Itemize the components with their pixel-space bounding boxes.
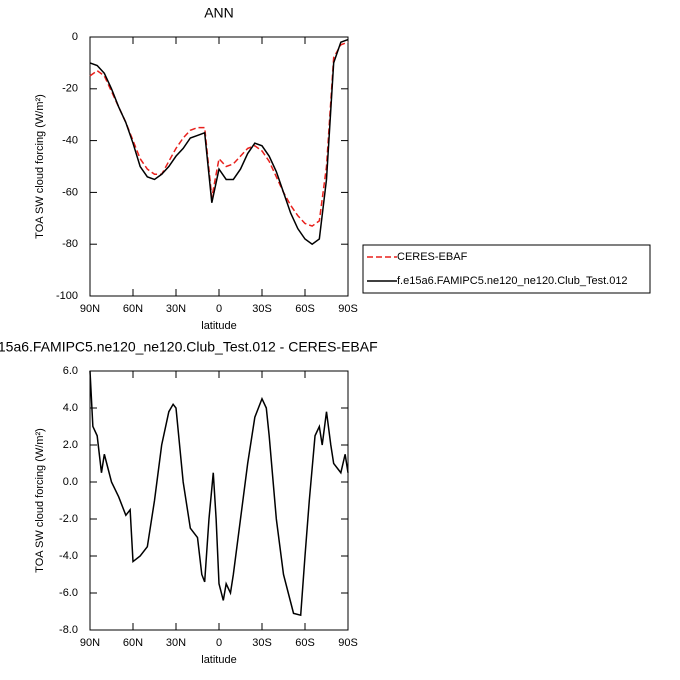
y-tick-label: -8.0 [59, 624, 78, 636]
x-tick-label: 0 [216, 303, 222, 315]
x-tick-label: 30N [166, 637, 186, 649]
legend-box [362, 244, 651, 294]
x-tick-label: 60N [123, 303, 143, 315]
y-tick-label: -6.0 [59, 587, 78, 599]
x-tick-label: 60S [295, 637, 315, 649]
x-tick-label: 90S [338, 303, 358, 315]
x-tick-label: 30N [166, 303, 186, 315]
y-tick-label: -40 [62, 135, 78, 147]
y-axis-label: TOA SW cloud forcing (W/m²) [34, 428, 46, 573]
x-axis-label: latitude [201, 654, 236, 666]
x-tick-label: 30S [252, 637, 272, 649]
x-tick-label: 90N [80, 303, 100, 315]
data-line [89, 38, 349, 246]
y-tick-label: -80 [62, 238, 78, 250]
y-tick-label: 0 [72, 31, 78, 43]
x-tick-label: 60N [123, 637, 143, 649]
chart-title: f.e15a6.FAMIPC5.ne120_ne120.Club_Test.01… [0, 339, 378, 355]
y-tick-label: -100 [56, 290, 78, 302]
y-tick-label: -20 [62, 83, 78, 95]
x-tick-label: 30S [252, 303, 272, 315]
chart-title: ANN [204, 5, 234, 21]
plot-frame [89, 36, 349, 297]
x-tick-label: 90N [80, 637, 100, 649]
y-tick-label: 2.0 [63, 439, 78, 451]
y-tick-label: 0.0 [63, 476, 78, 488]
y-axis-label: TOA SW cloud forcing (W/m²) [34, 94, 46, 239]
legend-label: CERES-EBAF [397, 251, 468, 263]
y-tick-label: -2.0 [59, 513, 78, 525]
y-tick-label: -4.0 [59, 550, 78, 562]
y-tick-label: 4.0 [63, 402, 78, 414]
legend-label: f.e15a6.FAMIPC5.ne120_ne120.Club_Test.01… [397, 275, 628, 287]
x-axis-label: latitude [201, 320, 236, 332]
y-tick-label: 6.0 [63, 365, 78, 377]
y-tick-label: -60 [62, 186, 78, 198]
x-tick-label: 60S [295, 303, 315, 315]
x-tick-label: 90S [338, 637, 358, 649]
data-line [89, 41, 349, 227]
x-tick-label: 0 [216, 637, 222, 649]
data-line [89, 370, 349, 617]
